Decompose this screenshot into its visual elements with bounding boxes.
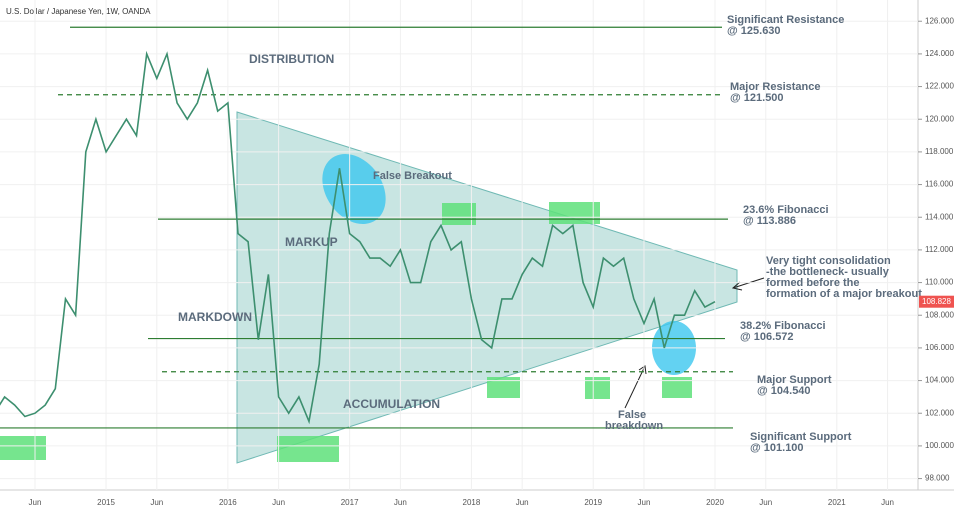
x-tick-label: 2020	[706, 498, 724, 507]
x-tick-label: 2015	[97, 498, 115, 507]
level-name: Significant Support	[750, 431, 852, 443]
y-tick-label: 118.000	[925, 147, 954, 156]
last-price-label: 108.828	[922, 297, 951, 306]
x-tick-label: 2018	[463, 498, 481, 507]
price-line	[0, 50, 716, 425]
x-tick-label: 2021	[828, 498, 846, 507]
level-value: @ 113.886	[743, 215, 796, 227]
x-tick-label: 2016	[219, 498, 237, 507]
zone	[442, 203, 476, 225]
y-tick-label: 108.000	[925, 310, 954, 319]
annotation: False	[618, 409, 646, 421]
annotation: DISTRIBUTION	[249, 52, 334, 66]
arrow	[624, 365, 646, 409]
level-value: @ 104.540	[757, 385, 811, 397]
level-value: @ 106.572	[740, 331, 794, 343]
x-tick-label: Jun	[29, 498, 42, 507]
annotation: Very tight consolidation	[766, 255, 891, 267]
last-price-box	[919, 295, 954, 308]
x-tick-label: Jun	[394, 498, 407, 507]
y-tick-label: 116.000	[925, 180, 954, 189]
y-tick-label: 124.000	[925, 49, 954, 58]
x-tick-label: Jun	[759, 498, 772, 507]
zone	[662, 377, 692, 398]
annotation: MARKUP	[285, 235, 338, 249]
y-tick-label: 114.000	[925, 212, 954, 221]
level-name: Major Resistance	[730, 81, 820, 93]
annotation: formation of a major breakout	[766, 288, 922, 300]
x-tick-label: Jun	[516, 498, 529, 507]
annotation: formed before the	[766, 277, 860, 289]
x-tick-label: Jun	[638, 498, 651, 507]
annotation: MARKDOWN	[178, 310, 252, 324]
annotation: -the bottleneck- usually	[766, 266, 890, 278]
zone	[549, 202, 600, 224]
x-tick-label: Jun	[150, 498, 163, 507]
y-tick-label: 106.000	[925, 343, 954, 352]
chart-title: U.S. Dollar / Japanese Yen, 1W, OANDA	[6, 7, 151, 16]
y-tick-label: 120.000	[925, 114, 954, 123]
arrow-head	[638, 365, 647, 375]
annotation: breakdown	[605, 420, 663, 432]
x-tick-label: Jun	[881, 498, 894, 507]
annotation: False Breakout	[373, 170, 452, 182]
level-name: Significant Resistance	[727, 14, 844, 26]
x-tick-label: 2019	[584, 498, 602, 507]
zone	[487, 377, 520, 398]
level-value: @ 101.100	[750, 442, 804, 454]
zones	[0, 202, 692, 462]
annotation: ACCUMULATION	[343, 397, 440, 411]
zone	[277, 436, 339, 462]
y-tick-label: 122.000	[925, 82, 954, 91]
arrow-head	[731, 281, 743, 291]
zone	[0, 436, 46, 460]
level-name: Major Support	[757, 374, 832, 386]
y-tick-label: 98.000	[925, 474, 950, 483]
level-value: @ 121.500	[730, 92, 784, 104]
y-tick-label: 100.000	[925, 441, 954, 450]
y-tick-label: 102.000	[925, 408, 954, 417]
y-tick-label: 126.000	[925, 16, 954, 25]
zone	[585, 377, 610, 399]
y-tick-label: 104.000	[925, 376, 954, 385]
x-tick-label: 2017	[341, 498, 359, 507]
y-tick-label: 112.000	[925, 245, 954, 254]
y-tick-label: 110.000	[925, 278, 954, 287]
level-value: @ 125.630	[727, 25, 781, 37]
level-name: 38.2% Fibonacci	[740, 320, 826, 332]
x-tick-label: Jun	[272, 498, 285, 507]
level-name: 23.6% Fibonacci	[743, 204, 829, 216]
